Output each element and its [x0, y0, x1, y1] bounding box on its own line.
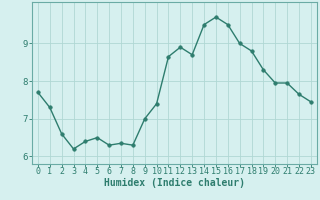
X-axis label: Humidex (Indice chaleur): Humidex (Indice chaleur) [104, 178, 245, 188]
